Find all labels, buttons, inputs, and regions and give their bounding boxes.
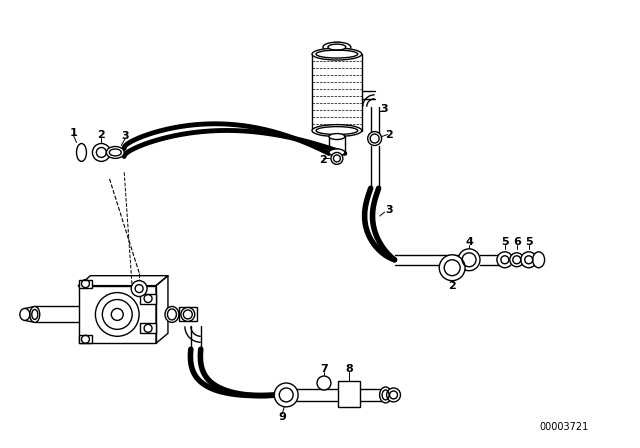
Text: 9: 9 — [278, 412, 286, 422]
Ellipse shape — [106, 146, 124, 159]
Text: 2: 2 — [385, 129, 392, 140]
Ellipse shape — [20, 309, 30, 320]
Ellipse shape — [329, 134, 345, 139]
Bar — [179, 307, 196, 321]
Ellipse shape — [380, 387, 392, 403]
Text: 3: 3 — [386, 205, 394, 215]
Ellipse shape — [312, 48, 362, 60]
Text: 2: 2 — [319, 155, 327, 165]
Ellipse shape — [30, 306, 40, 323]
Text: 2: 2 — [97, 129, 105, 140]
Text: 5: 5 — [501, 237, 509, 247]
Bar — [140, 293, 156, 303]
Circle shape — [521, 252, 537, 268]
Ellipse shape — [312, 125, 362, 137]
Text: 8: 8 — [345, 364, 353, 374]
Circle shape — [510, 253, 524, 267]
Ellipse shape — [323, 42, 351, 52]
Circle shape — [387, 388, 401, 402]
Bar — [79, 286, 156, 343]
Circle shape — [275, 383, 298, 407]
Text: 2: 2 — [448, 280, 456, 291]
Bar — [79, 280, 92, 288]
Ellipse shape — [328, 44, 346, 50]
Bar — [338, 381, 360, 407]
Ellipse shape — [165, 306, 179, 323]
Circle shape — [131, 280, 147, 297]
Circle shape — [458, 249, 480, 271]
Circle shape — [92, 143, 110, 161]
Text: 00003721: 00003721 — [539, 422, 588, 432]
Circle shape — [95, 293, 139, 336]
Ellipse shape — [532, 252, 545, 268]
Text: 3: 3 — [122, 130, 129, 141]
Ellipse shape — [329, 149, 345, 156]
Circle shape — [111, 309, 124, 320]
Circle shape — [497, 252, 513, 268]
Ellipse shape — [77, 143, 86, 161]
Circle shape — [317, 376, 331, 390]
Bar — [79, 335, 92, 343]
Ellipse shape — [181, 307, 195, 321]
Text: 7: 7 — [320, 364, 328, 374]
Text: 6: 6 — [513, 237, 521, 247]
Text: 4: 4 — [465, 237, 473, 247]
Ellipse shape — [368, 132, 381, 146]
Circle shape — [439, 255, 465, 280]
Bar — [140, 323, 156, 333]
Text: 5: 5 — [525, 237, 532, 247]
Text: 3: 3 — [381, 104, 388, 114]
Ellipse shape — [331, 152, 343, 164]
Text: 1: 1 — [70, 128, 77, 138]
